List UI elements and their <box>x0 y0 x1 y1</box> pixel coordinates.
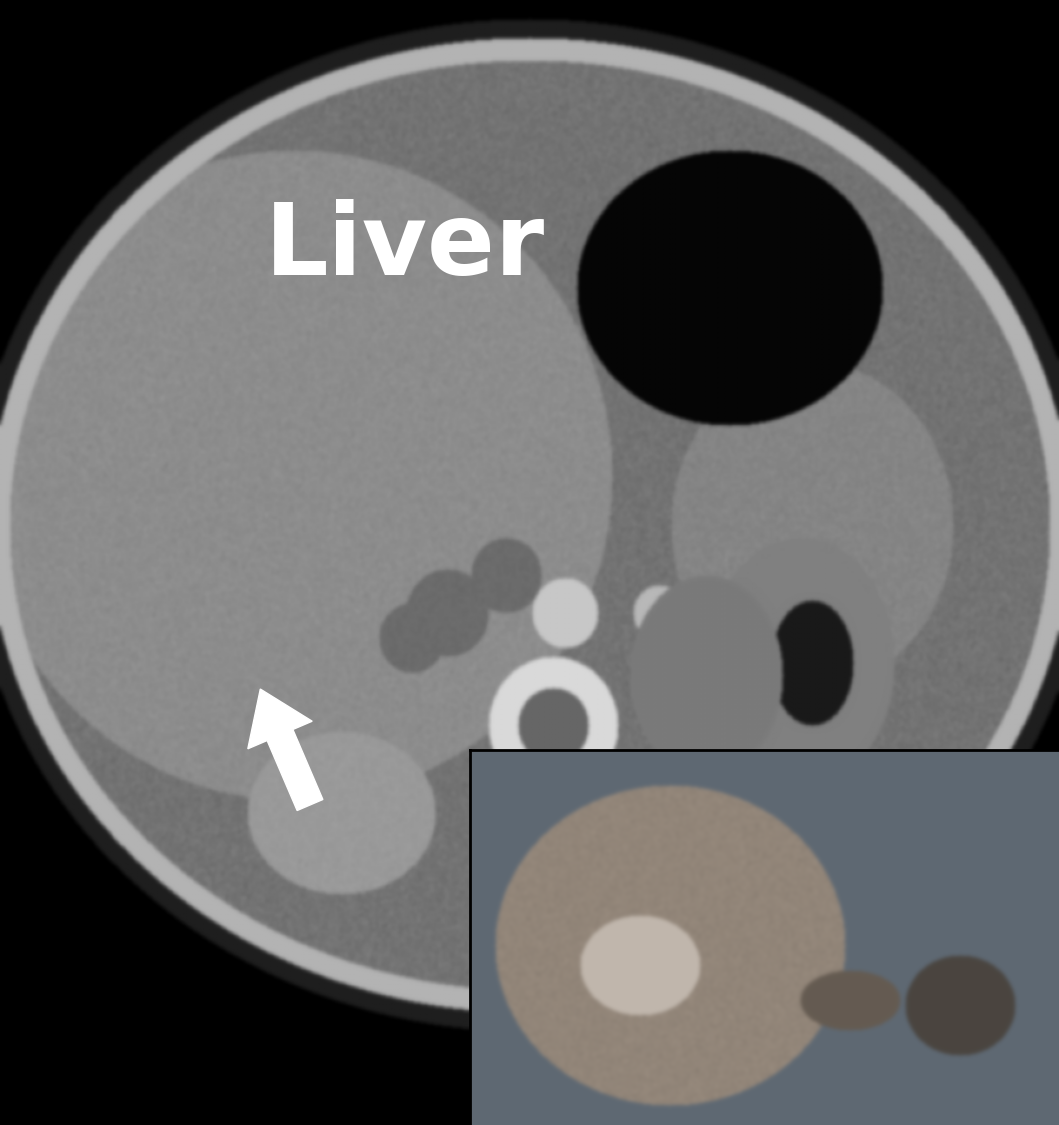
FancyArrow shape <box>248 688 323 810</box>
Text: Liver: Liver <box>265 199 545 296</box>
